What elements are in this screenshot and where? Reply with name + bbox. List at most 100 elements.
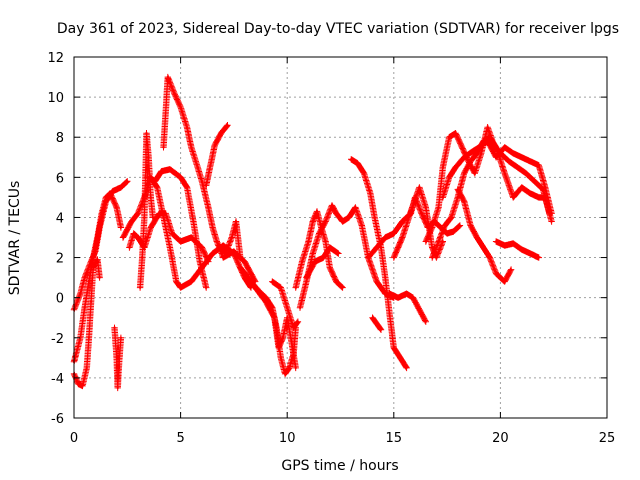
data-point	[494, 272, 498, 275]
x-tick-label: 20	[492, 431, 509, 446]
data-point	[288, 366, 291, 370]
x-axis-label: GPS time / hours	[281, 458, 398, 474]
data-point	[537, 196, 540, 199]
series-group	[151, 166, 210, 291]
data-point	[373, 216, 376, 219]
data-point	[219, 132, 223, 135]
data-point	[87, 336, 91, 339]
series-group	[303, 244, 342, 281]
data-point	[411, 296, 415, 299]
data-point	[179, 240, 182, 243]
data-point	[111, 190, 114, 193]
series-group	[292, 208, 346, 291]
data-point	[290, 340, 293, 343]
data-point	[158, 212, 161, 215]
data-point	[213, 144, 216, 147]
data-point	[273, 316, 276, 319]
data-point	[424, 206, 427, 209]
data-point	[452, 230, 455, 233]
data-point	[153, 180, 157, 183]
data-point	[117, 366, 120, 370]
data-point	[89, 300, 93, 303]
data-point	[121, 236, 125, 239]
data-point	[85, 366, 88, 370]
data-point	[190, 236, 193, 239]
data-point	[136, 236, 140, 239]
data-point	[424, 240, 427, 243]
data-point	[330, 204, 334, 207]
data-point	[179, 105, 182, 109]
data-point	[168, 246, 172, 249]
data-point	[375, 280, 378, 283]
data-point	[119, 226, 123, 229]
data-point	[185, 186, 189, 189]
y-tick-label: 2	[56, 252, 64, 267]
data-point	[77, 382, 80, 386]
grid-lines	[74, 57, 607, 418]
series-group	[454, 186, 515, 285]
data-point	[239, 256, 242, 259]
data-point	[317, 232, 321, 235]
data-point	[396, 296, 400, 299]
data-point	[243, 260, 246, 263]
data-point	[234, 220, 238, 223]
data-point	[420, 212, 423, 215]
data-point	[448, 136, 451, 139]
data-point	[200, 180, 204, 183]
data-point	[503, 146, 506, 149]
data-point	[494, 240, 498, 243]
data-point	[439, 226, 442, 229]
data-point	[128, 246, 131, 249]
data-point	[300, 260, 304, 263]
data-point	[211, 252, 214, 255]
data-point	[437, 240, 440, 243]
data-point	[509, 268, 513, 271]
data-point	[100, 212, 103, 215]
data-point	[311, 220, 314, 223]
series-group	[439, 138, 555, 217]
data-point	[369, 192, 372, 195]
data-point	[145, 132, 148, 135]
y-tick-label: -2	[51, 332, 64, 347]
data-point	[405, 366, 408, 370]
data-point	[337, 252, 340, 255]
data-point	[441, 240, 445, 243]
data-point	[109, 192, 112, 195]
data-point	[475, 152, 479, 155]
data-point	[115, 356, 118, 360]
data-point	[198, 260, 201, 263]
data-point	[119, 336, 123, 339]
series-group	[269, 278, 302, 331]
data-point	[384, 276, 387, 279]
data-point	[482, 246, 485, 249]
chart-title: Day 361 of 2023, Sidereal Day-to-day VTE…	[57, 21, 619, 37]
x-tick-label: 10	[279, 431, 296, 446]
data-point	[347, 216, 351, 219]
data-point	[296, 320, 300, 323]
series-group	[70, 178, 131, 313]
data-point	[141, 256, 144, 259]
data-point	[179, 286, 182, 289]
y-tick-label: 0	[56, 292, 64, 307]
axis-ticks: 0 5 10 15 20 25 -6 -4 -2 0 2 4 6 8 10 12	[47, 51, 615, 446]
data-point	[401, 220, 404, 223]
data-point	[488, 256, 491, 259]
data-point	[160, 170, 163, 173]
data-point	[162, 146, 165, 149]
data-point	[360, 224, 364, 227]
data-point	[315, 210, 319, 213]
data-point	[511, 242, 515, 245]
data-point	[91, 256, 95, 259]
data-point	[166, 75, 170, 79]
data-point	[456, 196, 459, 199]
plot-frame	[73, 56, 608, 419]
data-point-markers	[203, 122, 231, 189]
data-point	[190, 280, 193, 283]
data-point	[230, 236, 233, 239]
y-tick-label: 12	[47, 51, 64, 66]
data-point	[83, 306, 86, 309]
y-tick-label: -4	[51, 372, 64, 387]
data-point	[388, 292, 391, 295]
data-point	[170, 232, 174, 235]
data-point-markers	[348, 156, 410, 372]
